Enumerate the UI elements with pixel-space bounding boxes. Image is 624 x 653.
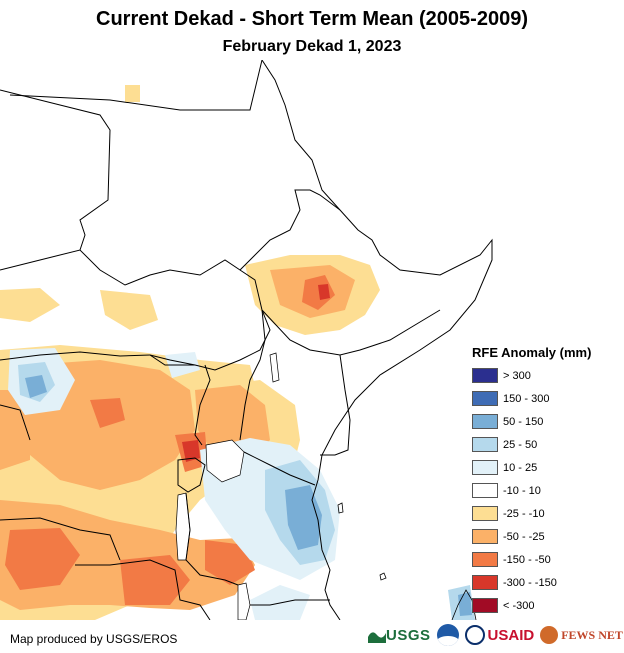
anomaly-fill-layer xyxy=(0,85,475,620)
noaa-logo-icon xyxy=(436,624,459,646)
border-ethiopia-west xyxy=(239,189,341,271)
legend-item: -50 - -25 xyxy=(472,527,622,546)
legend-item: -10 - 10 xyxy=(472,481,622,500)
map-legend: RFE Anomaly (mm) > 300 150 - 300 50 - 150 2… xyxy=(472,345,622,619)
anomaly-region-negative-light xyxy=(100,290,158,330)
usgs-logo: USGS xyxy=(368,627,431,644)
fews-net-wordmark: FEWS NET xyxy=(561,627,623,642)
legend-label: 150 - 300 xyxy=(503,392,550,405)
border-angola-drc xyxy=(0,517,121,561)
border-uganda-drc xyxy=(194,364,211,446)
legend-swatch xyxy=(472,598,498,613)
legend-label: -50 - -25 xyxy=(503,530,545,543)
usaid-logo: USAID xyxy=(464,625,535,645)
border-south-sudan-drc xyxy=(149,354,195,366)
legend-label: -300 - -150 xyxy=(503,576,557,589)
border-egypt-south xyxy=(9,60,263,111)
anomaly-region-negative-strong xyxy=(120,555,190,605)
border-congo-drc xyxy=(0,404,31,441)
legend-swatch xyxy=(472,368,498,383)
anomaly-region-negative-strong xyxy=(5,528,80,590)
border-zambia xyxy=(75,559,211,620)
legend-item: 25 - 50 xyxy=(472,435,622,454)
legend-items: > 300 150 - 300 50 - 150 25 - 50 10 - 25 -10 … xyxy=(472,366,622,615)
zanzibar-island xyxy=(337,502,344,514)
legend-item: 10 - 25 xyxy=(472,458,622,477)
border-tanzania-mozambique xyxy=(250,599,330,606)
legend-swatch xyxy=(472,391,498,406)
usgs-logo-icon xyxy=(368,632,386,643)
legend-swatch xyxy=(472,552,498,567)
border-somalia-kenya xyxy=(320,354,351,456)
map-title: Current Dekad - Short Term Mean (2005-20… xyxy=(96,8,528,30)
legend-swatch xyxy=(472,437,498,452)
map-subtitle: February Dekad 1, 2023 xyxy=(222,38,402,55)
legend-swatch xyxy=(472,483,498,498)
usgs-wordmark: USGS xyxy=(386,626,431,644)
anomaly-region-negative-severe xyxy=(318,284,330,300)
border-rwanda-burundi xyxy=(177,457,206,493)
border-drc-car xyxy=(0,351,151,361)
country-borders xyxy=(0,60,493,620)
legend-swatch xyxy=(472,575,498,590)
legend-swatch xyxy=(472,506,498,521)
legend-item: 150 - 300 xyxy=(472,389,622,408)
border-tanzania-drc xyxy=(185,492,239,586)
comoros-island xyxy=(379,572,387,581)
map-credit: Map produced by USGS/EROS xyxy=(10,632,178,646)
legend-item: -150 - -50 xyxy=(472,550,622,569)
border-ethiopia-somalia xyxy=(261,309,441,356)
fews-net-globe-icon xyxy=(540,626,559,644)
lake-victoria xyxy=(205,439,245,483)
usaid-wordmark-prefix: US xyxy=(487,626,509,644)
legend-label: -10 - 10 xyxy=(503,484,541,497)
border-kenya-uganda xyxy=(239,309,266,441)
legend-swatch xyxy=(472,460,498,475)
usaid-wordmark-suffix: AID xyxy=(508,626,535,644)
legend-label: 10 - 25 xyxy=(503,461,538,474)
border-egypt-libya xyxy=(0,89,111,251)
anomaly-region-negative-strong xyxy=(302,275,335,310)
fews-net-logo: FEWS NET xyxy=(540,626,623,644)
legend-swatch xyxy=(472,414,498,429)
rainfall-anomaly-map xyxy=(0,60,493,620)
legend-label: 50 - 150 xyxy=(503,415,544,428)
anomaly-region-negative-strong xyxy=(90,398,125,428)
anomaly-region-positive-strong xyxy=(25,375,47,398)
legend-label: -150 - -50 xyxy=(503,553,551,566)
legend-label: > 300 xyxy=(503,369,531,382)
legend-label: -25 - -10 xyxy=(503,507,545,520)
lakes-layer xyxy=(175,352,280,620)
anomaly-region-negative-strong xyxy=(205,540,255,585)
legend-item: -25 - -10 xyxy=(472,504,622,523)
anomaly-region-negative-severe xyxy=(182,440,200,462)
legend-item: < -300 xyxy=(472,596,622,615)
anomaly-region-negative-medium xyxy=(0,500,255,610)
border-kenya-tanzania xyxy=(243,451,316,486)
legend-label: 25 - 50 xyxy=(503,438,538,451)
usaid-seal-icon xyxy=(464,625,485,645)
legend-item: -300 - -150 xyxy=(472,573,622,592)
lake-turkana xyxy=(269,352,280,383)
anomaly-region-negative-light xyxy=(0,288,60,322)
anomaly-region-negative-medium xyxy=(30,360,195,490)
coastline-horn xyxy=(261,60,493,620)
legend-label: < -300 xyxy=(503,599,535,612)
usaid-wordmark: USAID xyxy=(488,627,535,644)
lake-malawi xyxy=(237,582,251,620)
legend-item: 50 - 150 xyxy=(472,412,622,431)
legend-item: > 300 xyxy=(472,366,622,385)
legend-title: RFE Anomaly (mm) xyxy=(472,345,592,360)
legend-swatch xyxy=(472,529,498,544)
anomaly-region-negative-light xyxy=(125,85,140,102)
anomaly-region-positive-strong xyxy=(458,592,472,616)
agency-logos: USGS USAID FEWS NET xyxy=(368,624,623,646)
